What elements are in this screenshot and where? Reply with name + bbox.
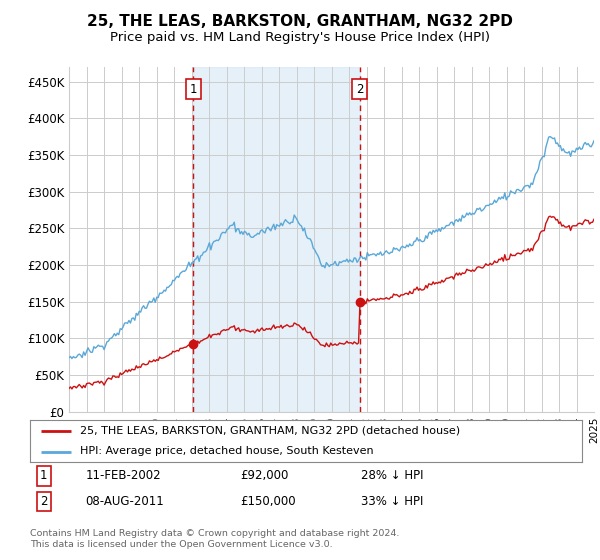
Text: 28% ↓ HPI: 28% ↓ HPI (361, 469, 424, 482)
Text: 2: 2 (356, 83, 363, 96)
Text: Price paid vs. HM Land Registry's House Price Index (HPI): Price paid vs. HM Land Registry's House … (110, 31, 490, 44)
Text: HPI: Average price, detached house, South Kesteven: HPI: Average price, detached house, Sout… (80, 446, 373, 456)
Text: 25, THE LEAS, BARKSTON, GRANTHAM, NG32 2PD: 25, THE LEAS, BARKSTON, GRANTHAM, NG32 2… (87, 14, 513, 29)
Text: 1: 1 (190, 83, 197, 96)
Bar (193, 67, 359, 412)
Text: £150,000: £150,000 (240, 495, 295, 508)
Text: 1: 1 (40, 469, 47, 482)
Text: 11-FEB-2002: 11-FEB-2002 (85, 469, 161, 482)
Text: Contains HM Land Registry data © Crown copyright and database right 2024.
This d: Contains HM Land Registry data © Crown c… (30, 529, 400, 549)
Text: 08-AUG-2011: 08-AUG-2011 (85, 495, 164, 508)
Text: £92,000: £92,000 (240, 469, 288, 482)
Text: 25, THE LEAS, BARKSTON, GRANTHAM, NG32 2PD (detached house): 25, THE LEAS, BARKSTON, GRANTHAM, NG32 2… (80, 426, 460, 436)
Text: 33% ↓ HPI: 33% ↓ HPI (361, 495, 424, 508)
Text: 2: 2 (40, 495, 47, 508)
